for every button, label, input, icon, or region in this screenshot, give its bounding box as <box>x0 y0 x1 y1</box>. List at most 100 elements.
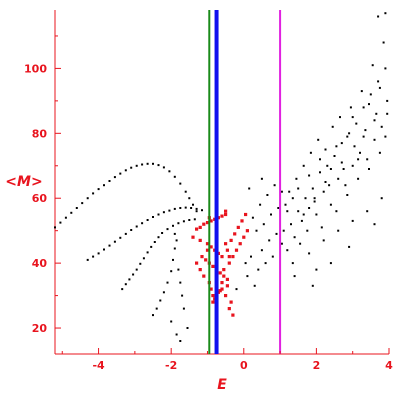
data-point <box>227 255 231 259</box>
data-point <box>349 106 352 109</box>
data-point <box>235 288 238 291</box>
data-point <box>366 210 369 213</box>
data-point <box>369 93 372 96</box>
data-point <box>157 236 160 239</box>
data-point <box>331 125 334 128</box>
data-point <box>179 340 182 342</box>
data-point <box>351 116 354 119</box>
data-point <box>222 268 226 272</box>
data-point <box>277 207 280 209</box>
data-point <box>188 219 191 221</box>
data-point <box>113 176 116 179</box>
data-point <box>103 248 105 251</box>
data-point <box>368 168 370 170</box>
data-point <box>280 242 283 245</box>
data-point <box>166 281 169 284</box>
ticks: -4 -2 0 2 4 20 40 60 80 100 <box>24 35 393 372</box>
data-point <box>348 132 351 135</box>
data-point <box>86 197 89 200</box>
data-point <box>191 235 195 239</box>
data-point <box>225 248 229 252</box>
data-point <box>119 172 122 175</box>
data-point <box>146 219 149 221</box>
data-point <box>162 291 165 294</box>
data-point <box>162 166 165 169</box>
data-point <box>262 223 265 226</box>
data-point <box>366 158 369 161</box>
data-point <box>273 184 276 187</box>
data-point <box>179 207 182 209</box>
data-point <box>308 174 311 177</box>
data-point <box>322 239 325 242</box>
data-point <box>346 194 349 196</box>
data-point <box>373 138 376 141</box>
data-point <box>260 249 263 252</box>
data-point <box>211 300 215 304</box>
data-point <box>275 232 278 235</box>
data-point <box>59 221 62 224</box>
data-point <box>297 210 300 213</box>
data-point <box>119 236 122 239</box>
data-point <box>362 135 365 138</box>
data-point <box>166 228 169 231</box>
data-point <box>380 125 383 128</box>
data-point <box>229 300 233 304</box>
data-point <box>260 177 263 180</box>
data-point <box>380 197 383 200</box>
data-point <box>373 119 376 122</box>
data-point <box>224 209 228 213</box>
data-point <box>130 166 133 169</box>
data-point <box>124 232 127 235</box>
data-point <box>346 135 349 138</box>
data-point <box>130 229 133 231</box>
data-point <box>103 184 105 187</box>
data-point <box>192 203 194 206</box>
data-point <box>170 320 173 323</box>
data-point <box>333 155 336 157</box>
data-point <box>377 80 380 83</box>
data-point <box>224 212 228 217</box>
y-tick-label: 100 <box>24 62 47 75</box>
data-point <box>236 225 240 229</box>
data-point <box>311 187 314 190</box>
y-tick-label: 60 <box>32 192 48 205</box>
data-point <box>337 177 340 180</box>
data-point <box>201 209 203 212</box>
data-point <box>319 158 321 161</box>
x-tick-label: -2 <box>165 359 177 372</box>
data-point <box>227 307 231 311</box>
data-point <box>382 41 385 44</box>
data-point <box>384 67 387 70</box>
data-point <box>248 187 251 190</box>
data-point <box>204 258 208 262</box>
data-point <box>359 151 361 154</box>
data-point <box>97 188 100 191</box>
data-point <box>224 242 228 246</box>
data-point <box>337 229 340 232</box>
data-point <box>231 255 235 259</box>
data-point <box>198 238 202 242</box>
data-point <box>378 86 381 89</box>
data-point <box>205 242 210 246</box>
data-point <box>113 240 116 243</box>
data-point <box>172 258 174 261</box>
data-point <box>222 274 226 278</box>
data-point <box>384 135 387 138</box>
data-point <box>324 148 327 151</box>
x-tick-label: 0 <box>240 359 248 372</box>
data-point <box>195 261 199 265</box>
data-point <box>220 214 224 218</box>
data-point <box>188 197 191 200</box>
data-point <box>255 229 258 232</box>
data-point <box>146 162 149 165</box>
data-point <box>257 268 260 271</box>
data-point <box>297 187 300 190</box>
data-point <box>271 255 274 258</box>
data-point <box>326 164 329 167</box>
data-point <box>121 288 124 291</box>
data-point <box>141 222 144 225</box>
data-point <box>245 229 249 233</box>
data-point <box>209 219 213 223</box>
y-axis-title: <M> <box>5 174 42 190</box>
data-point <box>124 169 127 172</box>
